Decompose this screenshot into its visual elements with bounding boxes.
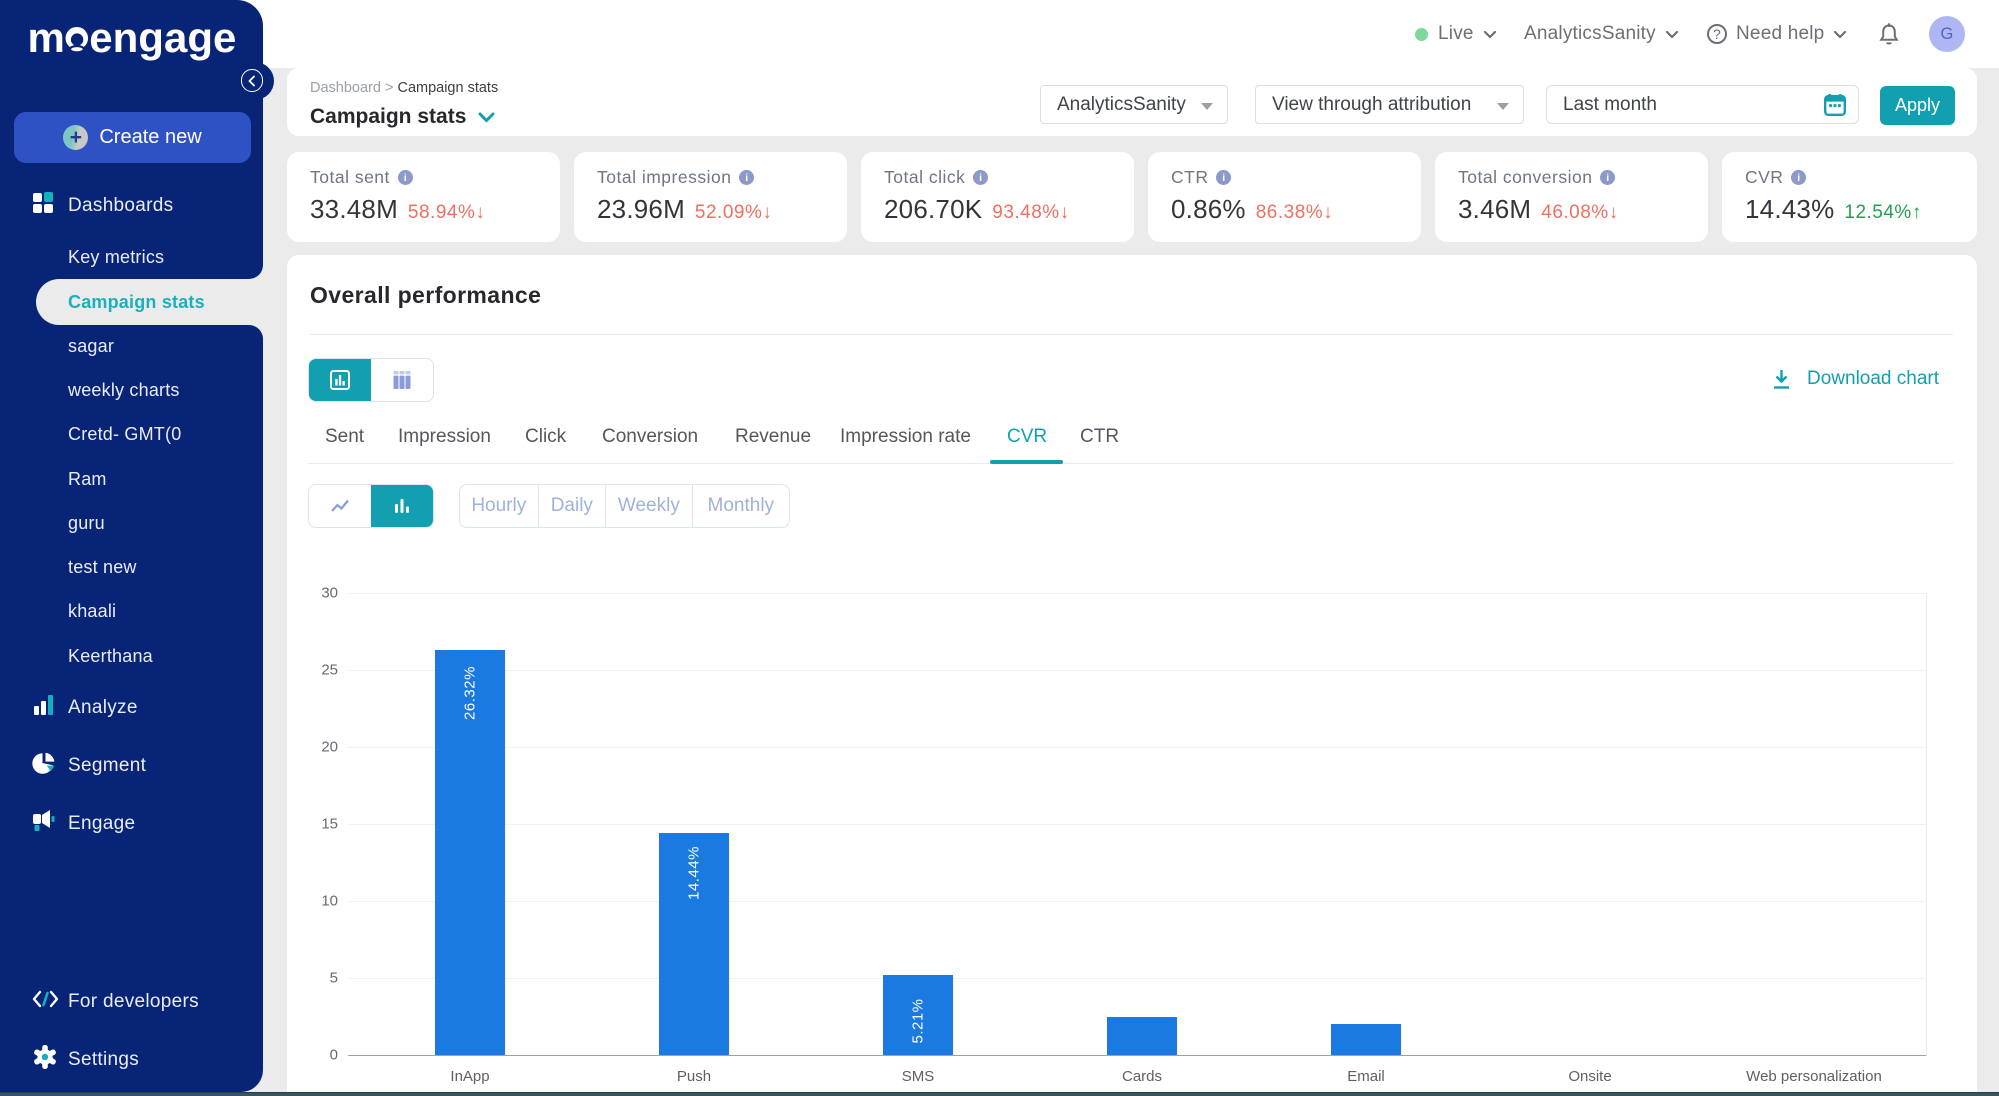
- svg-text:engage: engage: [89, 22, 236, 61]
- svg-text:m: m: [28, 22, 65, 61]
